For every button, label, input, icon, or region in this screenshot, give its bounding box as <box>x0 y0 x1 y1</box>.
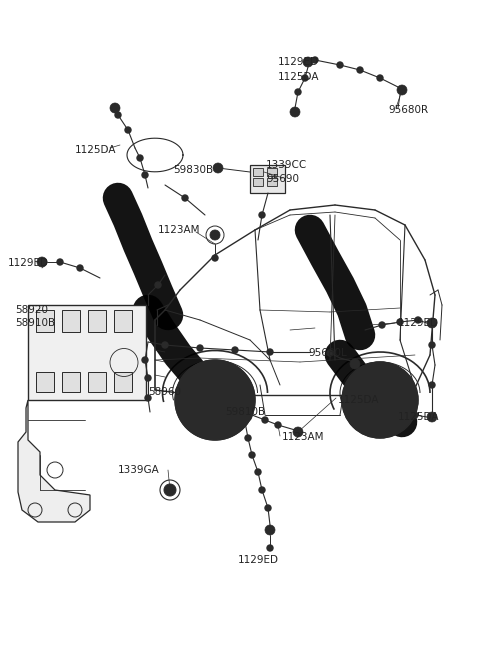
Circle shape <box>342 362 418 438</box>
Circle shape <box>397 319 403 325</box>
Text: 95680R: 95680R <box>388 105 428 115</box>
Circle shape <box>429 342 435 348</box>
Bar <box>88 310 106 332</box>
Circle shape <box>312 57 318 63</box>
Bar <box>114 310 132 332</box>
Circle shape <box>155 282 161 288</box>
Circle shape <box>145 395 151 401</box>
Circle shape <box>357 67 363 73</box>
Circle shape <box>412 412 418 418</box>
Circle shape <box>303 57 313 67</box>
Circle shape <box>142 357 148 363</box>
Text: 1125DA: 1125DA <box>398 412 440 422</box>
Bar <box>62 372 80 392</box>
Circle shape <box>293 427 303 437</box>
Circle shape <box>259 487 265 493</box>
Ellipse shape <box>103 337 145 388</box>
Circle shape <box>207 392 223 408</box>
Circle shape <box>77 265 83 271</box>
Text: 1129ED: 1129ED <box>398 318 439 328</box>
Circle shape <box>259 212 265 218</box>
Circle shape <box>367 387 393 413</box>
Circle shape <box>212 255 218 261</box>
Circle shape <box>182 195 188 201</box>
Text: 58910B: 58910B <box>15 318 55 328</box>
Bar <box>62 310 80 332</box>
Text: 95690: 95690 <box>266 174 299 184</box>
Text: 1125DA: 1125DA <box>278 72 320 82</box>
Text: 1129ED: 1129ED <box>8 258 49 268</box>
Circle shape <box>245 435 251 441</box>
Text: 1125DA: 1125DA <box>338 395 380 405</box>
Circle shape <box>374 394 386 406</box>
Circle shape <box>275 422 281 428</box>
Circle shape <box>115 112 121 118</box>
Circle shape <box>200 385 230 415</box>
Text: 1129ED: 1129ED <box>278 57 319 67</box>
Bar <box>88 372 106 392</box>
Circle shape <box>225 412 231 418</box>
Circle shape <box>427 318 437 328</box>
Text: 58920: 58920 <box>15 305 48 315</box>
Circle shape <box>302 75 308 81</box>
Circle shape <box>350 359 360 369</box>
Text: 58960: 58960 <box>148 387 181 397</box>
Circle shape <box>202 405 208 411</box>
Circle shape <box>265 505 271 511</box>
Circle shape <box>232 347 238 353</box>
Circle shape <box>337 62 343 68</box>
Circle shape <box>379 322 385 328</box>
Circle shape <box>137 155 143 161</box>
Circle shape <box>125 127 131 133</box>
Circle shape <box>145 375 151 381</box>
Circle shape <box>162 342 168 348</box>
Polygon shape <box>18 400 90 522</box>
Bar <box>28 305 146 400</box>
Bar <box>267 178 277 186</box>
Circle shape <box>327 350 333 356</box>
Circle shape <box>57 259 63 265</box>
Circle shape <box>189 402 195 408</box>
Bar <box>114 372 132 392</box>
Circle shape <box>415 317 421 323</box>
Circle shape <box>429 382 435 388</box>
Bar <box>36 310 54 332</box>
Circle shape <box>37 257 47 267</box>
Circle shape <box>290 107 300 117</box>
Circle shape <box>265 525 275 535</box>
Circle shape <box>241 411 249 419</box>
Circle shape <box>255 469 261 475</box>
Circle shape <box>377 75 383 81</box>
Text: 1339GA: 1339GA <box>118 465 160 475</box>
Bar <box>253 168 263 176</box>
Text: 1123AM: 1123AM <box>158 225 201 235</box>
Circle shape <box>210 230 220 240</box>
Circle shape <box>427 412 437 422</box>
Bar <box>36 372 54 392</box>
Bar <box>267 168 277 176</box>
Circle shape <box>267 349 273 355</box>
Bar <box>253 178 263 186</box>
Circle shape <box>397 85 407 95</box>
Text: 1339CC: 1339CC <box>266 160 307 170</box>
Text: 59810B: 59810B <box>225 407 265 417</box>
Circle shape <box>213 163 223 173</box>
Text: 1123AM: 1123AM <box>282 432 324 442</box>
Circle shape <box>164 484 176 496</box>
Circle shape <box>175 360 255 440</box>
Circle shape <box>295 89 301 95</box>
Bar <box>250 165 285 193</box>
Text: 95680L: 95680L <box>308 348 347 358</box>
Circle shape <box>142 172 148 178</box>
Text: 1129ED: 1129ED <box>238 555 278 565</box>
Circle shape <box>197 345 203 351</box>
Circle shape <box>249 452 255 458</box>
Text: 59830B: 59830B <box>173 165 213 175</box>
Circle shape <box>110 103 120 113</box>
Text: 1125DA: 1125DA <box>75 145 117 155</box>
Circle shape <box>267 545 273 551</box>
Circle shape <box>262 417 268 423</box>
